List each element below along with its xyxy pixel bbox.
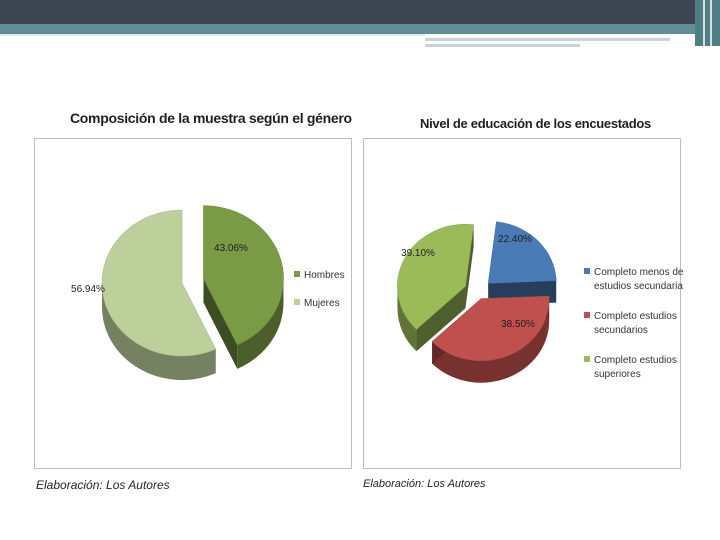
education-chart-legend-label: superiores [594,369,641,380]
education-chart-slice [431,295,550,362]
education-chart-slice-side [397,286,417,352]
education-chart-data-label: 22.40% [498,234,532,245]
gender-chart-slice [203,205,284,346]
education-chart-data-label: 38.50% [501,319,535,330]
slide-header-rule [0,34,425,36]
education-chart-legend-label: estudios secundaria [594,281,683,292]
gender-chart-legend-label: Hombres [304,270,345,281]
gender-chart-legend-swatch [294,299,300,305]
education-chart-title: Nivel de educación de los encuestados [420,116,651,131]
slide-header-rule [425,44,580,47]
gender-chart-data-label: 43.06% [214,243,248,254]
gender-chart-slice-edge [203,278,238,369]
education-chart-legend-label: Completo estudios [594,355,677,366]
education-chart-legend-label: Completo estudios [594,311,677,322]
gender-chart-legend-label: Mujeres [304,298,340,309]
gender-chart-slice [101,209,217,357]
slide-header-corner [695,0,720,46]
gender-chart-footer: Elaboración: Los Autores [36,478,170,492]
education-chart-slice [487,221,557,284]
slide-header-divider [703,0,705,46]
education-chart-slice-edge [416,286,466,352]
education-chart-legend-label: Completo menos de [594,267,684,278]
gender-chart-title: Composición de la muestra según el géner… [70,110,352,126]
slide-header-bar [0,0,720,24]
education-chart-data-label: 39.10% [401,248,435,259]
gender-chart-slice-side [237,278,284,369]
education-chart-legend-swatch [584,312,590,318]
education-chart-legend-label: secundarios [594,325,648,336]
slide-header-accent [0,24,720,34]
education-chart-legend-swatch [584,356,590,362]
slide-header-divider [710,0,712,46]
gender-chart-slice-side [102,283,216,380]
education-chart-footer: Elaboración: Los Autores [363,478,486,490]
gender-chart-data-label: 56.94% [71,284,105,295]
education-chart-slice-side [432,298,550,383]
education-chart-legend-swatch [584,268,590,274]
education-chart-slice-edge [465,224,474,309]
slide-header-rule [425,38,670,41]
gender-chart-legend-swatch [294,271,300,277]
education-chart-slice [397,224,474,330]
